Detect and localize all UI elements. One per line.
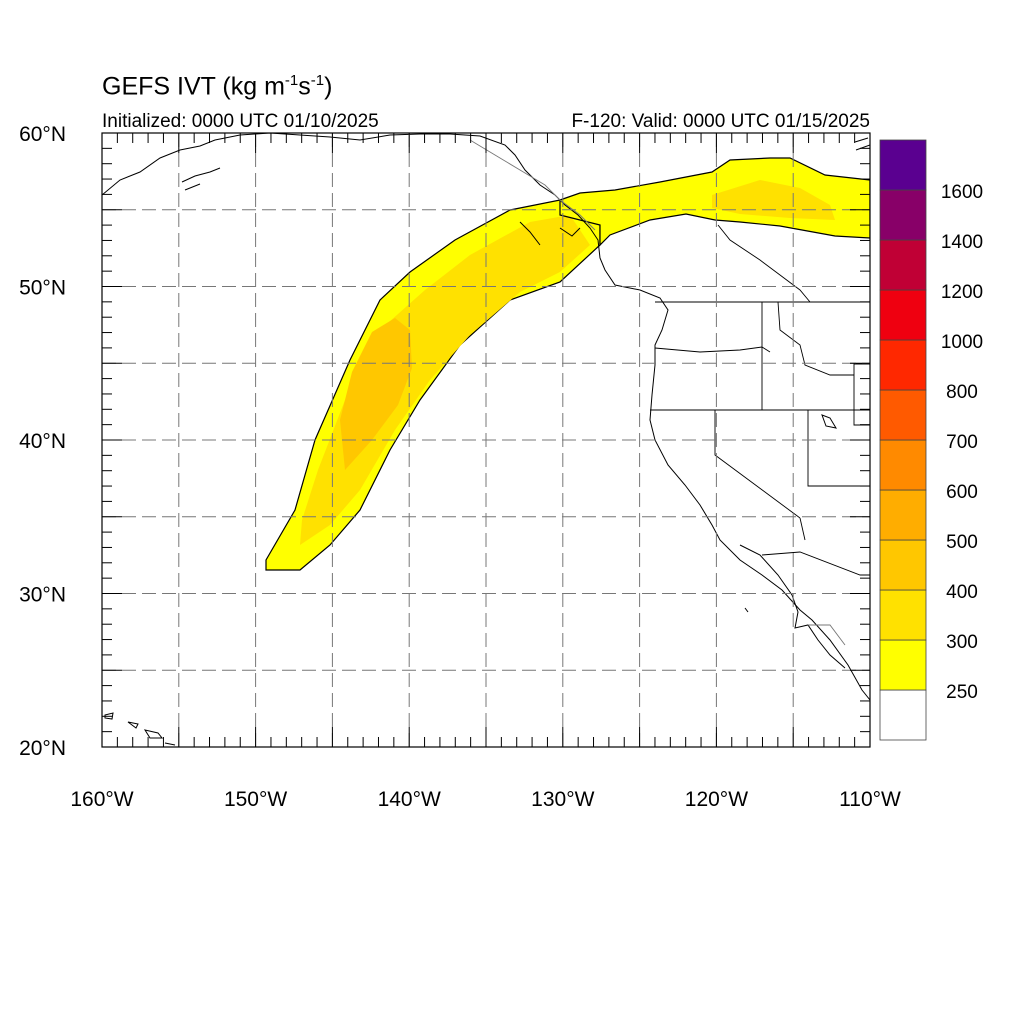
y-tick-label: 40°N [19, 430, 66, 453]
colorbar-swatch [879, 489, 927, 541]
colorbar-swatch [879, 239, 927, 291]
x-tick-label: 120°W [685, 788, 748, 811]
coastlines [102, 133, 870, 746]
x-tick-label: 110°W [839, 788, 901, 811]
x-tick-label: 150°W [224, 788, 287, 811]
colorbar: 250 300 400 500 600 700 800 1000 1200 1400 1600 [879, 139, 983, 741]
colorbar-level-label: 1000 [941, 332, 983, 353]
init-time-label: Initialized: 0000 UTC 01/10/2025 [102, 111, 379, 132]
x-tick-label: 160°W [70, 788, 133, 811]
colorbar-swatch [879, 689, 927, 741]
colorbar-level-label: 300 [946, 632, 978, 653]
colorbar-level-label: 600 [946, 482, 978, 503]
ivt-region-core-400 [340, 318, 412, 470]
colorbar-level-label: 500 [946, 532, 978, 553]
colorbar-swatch [879, 389, 927, 441]
colorbar-swatch [879, 639, 927, 691]
colorbar-level-label: 1600 [941, 182, 983, 203]
colorbar-swatch [879, 139, 927, 191]
y-tick-label: 50°N [19, 277, 66, 300]
colorbar-swatch [879, 439, 927, 491]
colorbar-level-label: 700 [946, 432, 978, 453]
colorbar-swatch [879, 339, 927, 391]
valid-time-label: F-120: Valid: 0000 UTC 01/15/2025 [571, 111, 870, 132]
colorbar-level-label: 1200 [941, 282, 983, 303]
colorbar-level-label: 250 [946, 682, 978, 703]
colorbar-swatch [879, 589, 927, 641]
gridlines [102, 133, 870, 747]
colorbar-swatch [879, 539, 927, 591]
axis-ticks [101, 132, 871, 748]
alaska-canada-border [469, 139, 846, 646]
map-panel [102, 133, 870, 747]
colorbar-swatch [879, 189, 927, 241]
y-tick-label: 30°N [19, 584, 66, 607]
map-title: GEFS IVT (kg m-1s-1) [102, 72, 333, 101]
colorbar-level-label: 1400 [941, 232, 983, 253]
colorbar-level-label: 800 [946, 382, 978, 403]
y-tick-label: 20°N [19, 737, 66, 760]
colorbar-swatch [879, 289, 927, 341]
y-tick-label: 60°N [19, 123, 66, 146]
ivt-region-core-300 [300, 215, 590, 545]
x-axis-labels: 160°W 150°W 140°W 130°W 120°W 110°W [70, 788, 901, 811]
x-tick-label: 140°W [378, 788, 441, 811]
x-tick-label: 130°W [531, 788, 594, 811]
political-borders [650, 224, 870, 576]
y-axis-labels: 20°N 30°N 40°N 50°N 60°N [19, 123, 66, 760]
colorbar-level-label: 400 [946, 582, 978, 603]
